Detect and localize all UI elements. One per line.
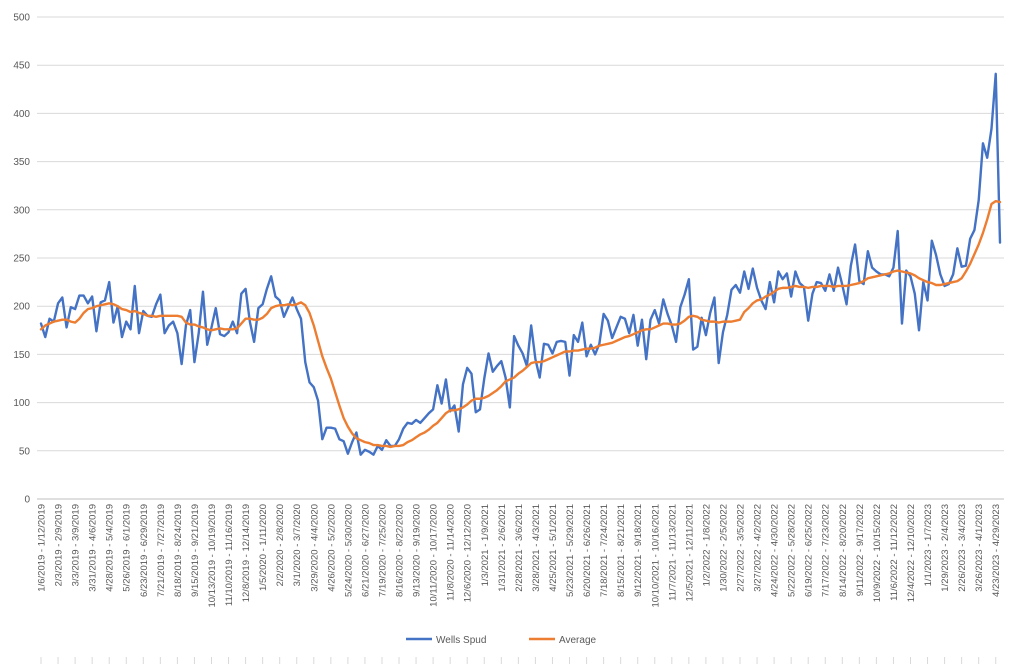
legend-label-average: Average xyxy=(559,635,597,646)
x-tick-label: 2/27/2022 - 3/5/2022 xyxy=(736,504,747,592)
x-tick-label: 9/15/2019 - 9/21/2019 xyxy=(190,504,201,597)
x-tick-label: 8/16/2020 - 8/22/2020 xyxy=(395,504,406,597)
x-tick-label: 3/31/2019 - 4/6/2019 xyxy=(88,504,99,592)
x-tick-label: 9/11/2022 - 9/17/2022 xyxy=(855,504,866,596)
x-tick-label: 1/30/2022 - 2/5/2022 xyxy=(718,504,729,592)
x-tick-label: 11/7/2021 - 11/13/2021 xyxy=(667,504,678,601)
x-tick-label: 4/23/2023 - 4/29/2023 xyxy=(991,504,1002,597)
x-tick-label: 3/28/2021 - 4/3/2021 xyxy=(531,504,542,592)
x-tick-label: 11/8/2020 - 11/14/2020 xyxy=(446,504,457,601)
y-axis-tick-labels: 0 50 100 150 200 250 300 350 400 450 500 xyxy=(13,13,30,506)
x-tick-label: 12/8/2019 - 12/14/2019 xyxy=(241,504,252,602)
x-tick-label: 5/22/2022 - 5/28/2022 xyxy=(787,504,798,597)
x-tick-label: 6/19/2022 - 6/25/2022 xyxy=(804,504,815,597)
x-tick-label: 4/25/2021 - 5/1/2021 xyxy=(548,504,559,592)
y-tick-label: 50 xyxy=(19,446,31,457)
x-tick-label: 3/1/2020 - 3/7/2020 xyxy=(292,504,303,586)
legend-label-wells-spud: Wells Spud xyxy=(436,635,486,646)
x-tick-label: 8/18/2019 - 8/24/2019 xyxy=(173,504,184,597)
y-tick-label: 0 xyxy=(24,495,30,506)
y-tick-label: 350 xyxy=(13,157,30,168)
gridlines xyxy=(37,16,1004,500)
y-tick-label: 250 xyxy=(13,254,30,265)
x-tick-label: 2/3/2019 - 2/9/2019 xyxy=(54,504,65,586)
x-tick-label: 5/26/2019 - 6/1/2019 xyxy=(122,504,133,592)
x-tick-label: 2/26/2023 - 3/4/2023 xyxy=(957,504,968,592)
series-line-wells-spud xyxy=(39,72,1002,456)
x-tick-label: 1/6/2019 - 1/12/2019 xyxy=(37,504,48,592)
x-tick-label: 3/26/2023 - 4/1/2023 xyxy=(974,504,985,592)
y-tick-label: 200 xyxy=(13,302,30,313)
x-tick-label: 4/26/2020 - 5/2/2020 xyxy=(326,504,337,592)
y-tick-label: 300 xyxy=(13,205,30,216)
x-tick-label: 1/1/2023 - 1/7/2023 xyxy=(923,504,934,586)
x-tick-label: 6/20/2021 - 6/26/2021 xyxy=(582,504,593,597)
legend: Wells Spud Average xyxy=(406,635,597,646)
series-lines xyxy=(39,72,1002,456)
x-tick-label: 12/4/2022 - 12/10/2022 xyxy=(906,504,917,602)
x-tick-label: 12/6/2020 - 12/12/2020 xyxy=(463,504,474,602)
x-tick-label: 3/29/2020 - 4/4/2020 xyxy=(309,504,320,592)
y-tick-label: 100 xyxy=(13,398,30,409)
x-tick-label: 5/24/2020 - 5/30/2020 xyxy=(343,504,354,597)
y-tick-label: 400 xyxy=(13,109,30,120)
x-tick-label: 2/2/2020 - 2/8/2020 xyxy=(275,504,286,586)
x-tick-label: 9/13/2020 - 9/19/2020 xyxy=(412,504,423,597)
x-tick-label: 3/3/2019 - 3/9/2019 xyxy=(71,504,82,586)
x-tick-label: 10/9/2022 - 10/15/2022 xyxy=(872,504,883,602)
x-tick-label: 8/15/2021 - 8/21/2021 xyxy=(616,504,627,597)
x-tick-label: 5/23/2021 - 5/29/2021 xyxy=(565,504,576,597)
x-tick-label: 1/5/2020 - 1/11/2020 xyxy=(258,504,269,591)
x-tick-label: 11/6/2022 - 11/12/2022 xyxy=(889,504,900,601)
y-tick-label: 150 xyxy=(13,350,30,361)
x-tick-label: 1/31/2021 - 2/6/2021 xyxy=(497,504,508,592)
x-tick-label: 1/29/2023 - 2/4/2023 xyxy=(940,504,951,592)
x-tick-label: 10/11/2020 - 10/17/2020 xyxy=(429,504,440,607)
x-tick-label: 8/14/2022 - 8/20/2022 xyxy=(838,504,849,597)
x-tick-label: 6/23/2019 - 6/29/2019 xyxy=(139,504,150,597)
x-tick-label: 4/28/2019 - 5/4/2019 xyxy=(105,504,116,592)
x-tick-label: 7/17/2022 - 7/23/2022 xyxy=(821,504,832,597)
x-tick-label: 9/12/2021 - 9/18/2021 xyxy=(633,504,644,597)
x-tick-label: 7/21/2019 - 7/27/2019 xyxy=(156,504,167,597)
x-tick-label: 6/21/2020 - 6/27/2020 xyxy=(360,504,371,597)
x-tick-label: 1/2/2022 - 1/8/2022 xyxy=(701,504,712,586)
x-tick-label: 10/13/2019 - 10/19/2019 xyxy=(207,504,218,608)
x-tick-label: 4/24/2022 - 4/30/2022 xyxy=(770,504,781,597)
x-tick-label: 11/10/2019 - 11/16/2019 xyxy=(224,504,235,606)
series-line-average xyxy=(39,199,1002,449)
x-tick-label: 3/27/2022 - 4/2/2022 xyxy=(753,504,764,592)
x-tick-label: 2/28/2021 - 3/6/2021 xyxy=(514,504,525,592)
x-tick-label: 1/3/2021 - 1/9/2021 xyxy=(480,504,491,586)
y-tick-label: 500 xyxy=(13,13,30,24)
x-tick-label: 7/18/2021 - 7/24/2021 xyxy=(599,504,610,597)
y-tick-label: 450 xyxy=(13,61,30,72)
x-axis-tick-labels: 1/6/2019 - 1/12/2019 2/3/2019 - 2/9/2019 3… xyxy=(37,504,1002,664)
x-tick-label: 7/19/2020 - 7/25/2020 xyxy=(377,504,388,597)
x-tick-label: 12/5/2021 - 12/11/2021 xyxy=(684,504,695,602)
x-tick-label: 10/10/2021 - 10/16/2021 xyxy=(650,504,661,608)
